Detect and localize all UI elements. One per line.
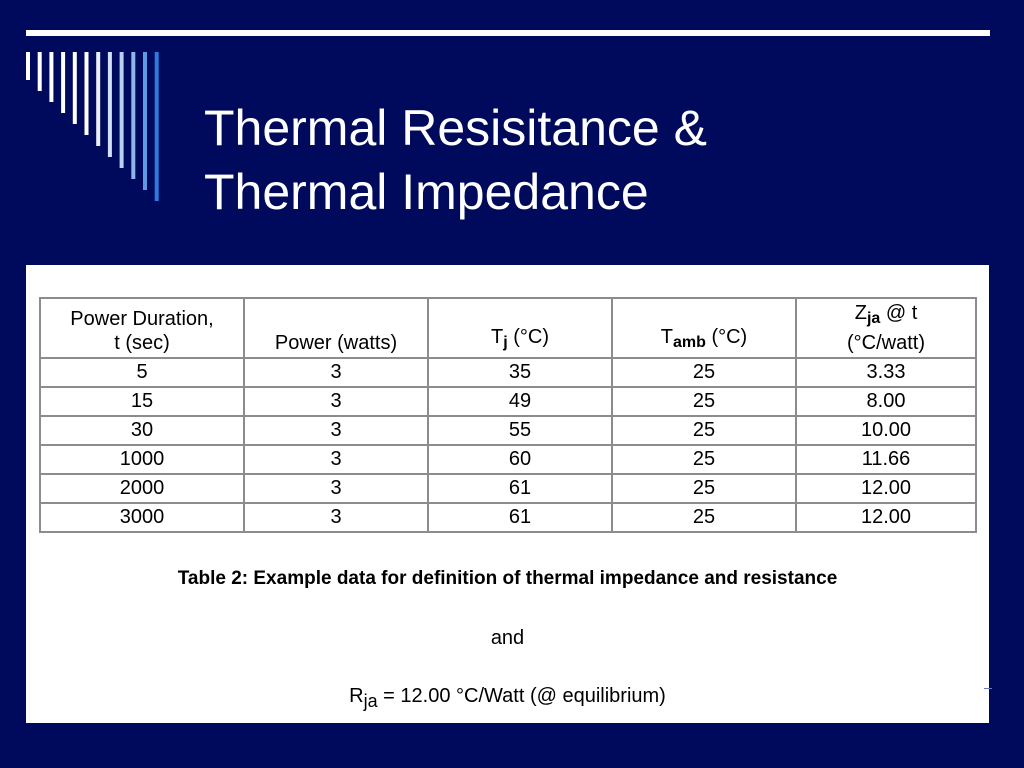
cell-duration: 15 bbox=[39, 386, 245, 417]
header-zja: Zja @ t (°C/watt) bbox=[795, 297, 977, 359]
table-row: 30 3 55 25 10.00 bbox=[39, 415, 977, 446]
cell-tj: 60 bbox=[427, 444, 613, 475]
stripe-bar bbox=[143, 52, 147, 190]
cell-tamb: 25 bbox=[611, 386, 797, 417]
cell-power: 3 bbox=[243, 357, 429, 388]
slide-title-line1: Thermal Resisitance & bbox=[204, 100, 707, 156]
header-tj: Tj (°C) bbox=[427, 297, 613, 359]
table-row: 15 3 49 25 8.00 bbox=[39, 386, 977, 417]
cell-power: 3 bbox=[243, 444, 429, 475]
rja-equation: Rja = 12.00 °C/Watt (@ equilibrium) bbox=[26, 685, 989, 712]
cell-zja: 3.33 bbox=[795, 357, 977, 388]
table-row: 3000 3 61 25 12.00 bbox=[39, 502, 977, 533]
stripe-bar bbox=[49, 52, 54, 102]
cell-power: 3 bbox=[243, 502, 429, 533]
table-row: 5 3 35 25 3.33 bbox=[39, 357, 977, 388]
cell-zja: 11.66 bbox=[795, 444, 977, 475]
table-image-panel: Power Duration, t (sec) Power (watts) Tj… bbox=[26, 265, 989, 723]
cell-tamb: 25 bbox=[611, 473, 797, 504]
stripe-bar bbox=[72, 52, 77, 124]
slide-title-line2: Thermal Impedance bbox=[204, 164, 649, 220]
cell-zja: 12.00 bbox=[795, 502, 977, 533]
cell-zja: 12.00 bbox=[795, 473, 977, 504]
stripe-bar bbox=[96, 52, 101, 146]
stripe-bar bbox=[107, 52, 112, 157]
stripe-bar bbox=[154, 52, 159, 201]
cell-duration: 3000 bbox=[39, 502, 245, 533]
cell-duration: 30 bbox=[39, 415, 245, 446]
table-row: 2000 3 61 25 12.00 bbox=[39, 473, 977, 504]
header-power-duration: Power Duration, t (sec) bbox=[39, 297, 245, 359]
header-power-duration-line2: t (sec) bbox=[114, 332, 170, 354]
cell-zja: 8.00 bbox=[795, 386, 977, 417]
stripe-bar bbox=[37, 52, 42, 91]
cell-power: 3 bbox=[243, 386, 429, 417]
thermal-data-table: Power Duration, t (sec) Power (watts) Tj… bbox=[39, 297, 977, 533]
stripe-bar bbox=[61, 52, 66, 113]
stripe-bar bbox=[84, 52, 89, 135]
cell-tamb: 25 bbox=[611, 357, 797, 388]
stripe-bar bbox=[131, 52, 136, 179]
table-row: 1000 3 60 25 11.66 bbox=[39, 444, 977, 475]
header-power-duration-line1: Power Duration, bbox=[70, 308, 214, 330]
cell-tamb: 25 bbox=[611, 415, 797, 446]
cell-duration: 2000 bbox=[39, 473, 245, 504]
cell-tj: 61 bbox=[427, 502, 613, 533]
title-top-rule bbox=[26, 30, 990, 36]
conjunction-text: and bbox=[490, 627, 525, 649]
header-tamb: Tamb (°C) bbox=[611, 297, 797, 359]
decorative-stripes bbox=[26, 52, 159, 201]
slide-title: Thermal Resisitance & Thermal Impedance bbox=[204, 96, 707, 224]
equation-symbol: R bbox=[349, 685, 364, 707]
table-caption: Table 2: Example data for definition of … bbox=[177, 568, 838, 589]
decorative-dash bbox=[984, 688, 992, 689]
cell-power: 3 bbox=[243, 473, 429, 504]
equation-value: = 12.00 °C/Watt (@ equilibrium) bbox=[377, 685, 666, 707]
table-header-row: Power Duration, t (sec) Power (watts) Tj… bbox=[39, 297, 977, 359]
cell-tj: 55 bbox=[427, 415, 613, 446]
cell-zja: 10.00 bbox=[795, 415, 977, 446]
equation-subscript: ja bbox=[363, 691, 378, 711]
cell-tj: 35 bbox=[427, 357, 613, 388]
stripe-bar bbox=[26, 52, 30, 80]
cell-tamb: 25 bbox=[611, 502, 797, 533]
header-power: Power (watts) bbox=[243, 297, 429, 359]
cell-duration: 5 bbox=[39, 357, 245, 388]
stripe-bar bbox=[119, 52, 124, 168]
cell-tamb: 25 bbox=[611, 444, 797, 475]
cell-tj: 49 bbox=[427, 386, 613, 417]
cell-duration: 1000 bbox=[39, 444, 245, 475]
cell-power: 3 bbox=[243, 415, 429, 446]
cell-tj: 61 bbox=[427, 473, 613, 504]
